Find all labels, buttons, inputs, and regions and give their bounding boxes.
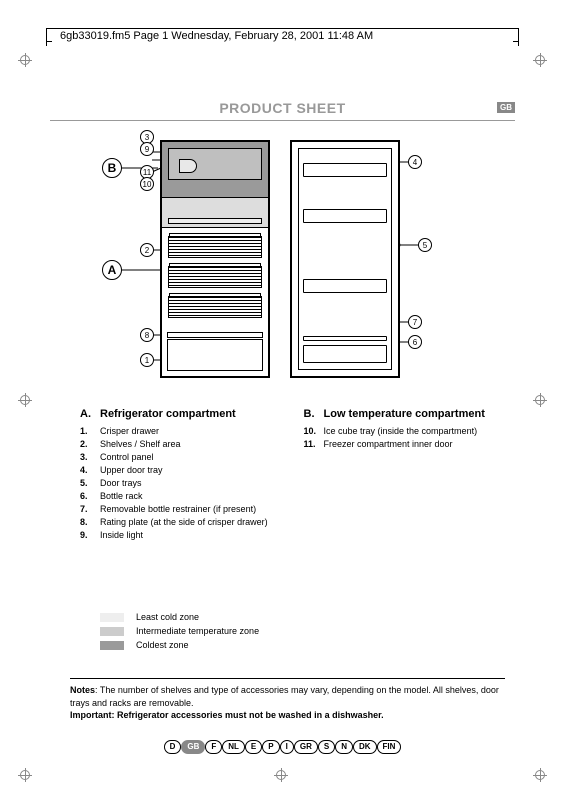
shelf xyxy=(168,266,262,288)
list-item: 10.Ice cube tray (inside the compartment… xyxy=(304,426,516,436)
list-item: 6.Bottle rack xyxy=(80,491,292,501)
section-b: B.Low temperature compartment 10.Ice cub… xyxy=(304,408,516,543)
lang-f[interactable]: F xyxy=(205,740,222,754)
section-a: A.Refrigerator compartment 1.Crisper dra… xyxy=(80,408,292,543)
callout-2: 2 xyxy=(140,243,154,257)
crop-mark xyxy=(20,770,30,780)
crop-mark xyxy=(535,395,545,405)
crisper-lid xyxy=(167,332,263,338)
freezer-knob xyxy=(179,159,197,173)
callout-B: B xyxy=(102,158,122,178)
door-tray xyxy=(303,279,387,293)
callout-5: 5 xyxy=(418,238,432,252)
title-divider xyxy=(50,120,515,121)
language-badge: GB xyxy=(497,102,515,113)
callout-10: 10 xyxy=(140,177,154,191)
important-text: Important: Refrigerator accessories must… xyxy=(70,709,505,722)
lang-nl[interactable]: NL xyxy=(222,740,245,754)
intermediate-shelf xyxy=(168,218,262,224)
notes-block: Notes: The number of shelves and type of… xyxy=(70,678,505,722)
door-inner-frame xyxy=(298,148,392,370)
section-a-title: A.Refrigerator compartment xyxy=(80,408,292,420)
shelf xyxy=(168,236,262,258)
fridge-body xyxy=(160,140,270,378)
list-item: 8.Rating plate (at the side of crisper d… xyxy=(80,517,292,527)
title-row: PRODUCT SHEET GB xyxy=(50,100,515,116)
freezer-zone xyxy=(162,142,268,198)
callout-1: 1 xyxy=(140,353,154,367)
lang-s[interactable]: S xyxy=(318,740,335,754)
door-tray xyxy=(303,209,387,223)
freezer-inner-door xyxy=(168,148,262,180)
notes-text: Notes: The number of shelves and type of… xyxy=(70,684,505,709)
list-item: 11.Freezer compartment inner door xyxy=(304,439,516,449)
lang-p[interactable]: P xyxy=(262,740,279,754)
sections: A.Refrigerator compartment 1.Crisper dra… xyxy=(80,408,515,543)
lang-dk[interactable]: DK xyxy=(353,740,377,754)
crisper-drawer xyxy=(167,339,263,371)
list-item: 4.Upper door tray xyxy=(80,465,292,475)
crop-mark xyxy=(535,55,545,65)
upper-door-tray xyxy=(303,163,387,177)
callout-8: 8 xyxy=(140,328,154,342)
language-row: DGBFNLEPIGRSNDKFIN xyxy=(0,740,565,754)
lang-gb[interactable]: GB xyxy=(181,740,205,754)
list-item: 3.Control panel xyxy=(80,452,292,462)
crop-mark xyxy=(20,55,30,65)
list-item: 5.Door trays xyxy=(80,478,292,488)
bottle-restrainer xyxy=(303,336,387,341)
lang-gr[interactable]: GR xyxy=(294,740,318,754)
section-b-title: B.Low temperature compartment xyxy=(304,408,516,420)
fridge-door xyxy=(290,140,400,378)
legend-row: Intermediate temperature zone xyxy=(100,626,259,636)
callout-7: 7 xyxy=(408,315,422,329)
lang-i[interactable]: I xyxy=(280,740,294,754)
lang-e[interactable]: E xyxy=(245,740,262,754)
fridge-diagram: 3 9 11 10 2 8 1 4 5 7 6 A B xyxy=(80,130,480,390)
callout-4: 4 xyxy=(408,155,422,169)
bottle-rack xyxy=(303,345,387,363)
callout-A: A xyxy=(102,260,122,280)
crop-mark xyxy=(276,770,286,780)
list-item: 7.Removable bottle restrainer (if presen… xyxy=(80,504,292,514)
crop-mark xyxy=(20,395,30,405)
header-line: 6gb33019.fm5 Page 1 Wednesday, February … xyxy=(60,30,373,42)
intermediate-zone xyxy=(162,198,268,228)
legend-row: Coldest zone xyxy=(100,640,259,650)
lang-d[interactable]: D xyxy=(164,740,182,754)
list-item: 2.Shelves / Shelf area xyxy=(80,439,292,449)
shelf xyxy=(168,296,262,318)
list-item: 1.Crisper drawer xyxy=(80,426,292,436)
callout-6: 6 xyxy=(408,335,422,349)
lang-n[interactable]: N xyxy=(335,740,353,754)
callout-9: 9 xyxy=(140,142,154,156)
lang-fin[interactable]: FIN xyxy=(377,740,402,754)
legend: Least cold zone Intermediate temperature … xyxy=(100,612,259,654)
legend-row: Least cold zone xyxy=(100,612,259,622)
page-title: PRODUCT SHEET xyxy=(219,100,345,116)
list-item: 9.Inside light xyxy=(80,530,292,540)
crop-mark xyxy=(535,770,545,780)
